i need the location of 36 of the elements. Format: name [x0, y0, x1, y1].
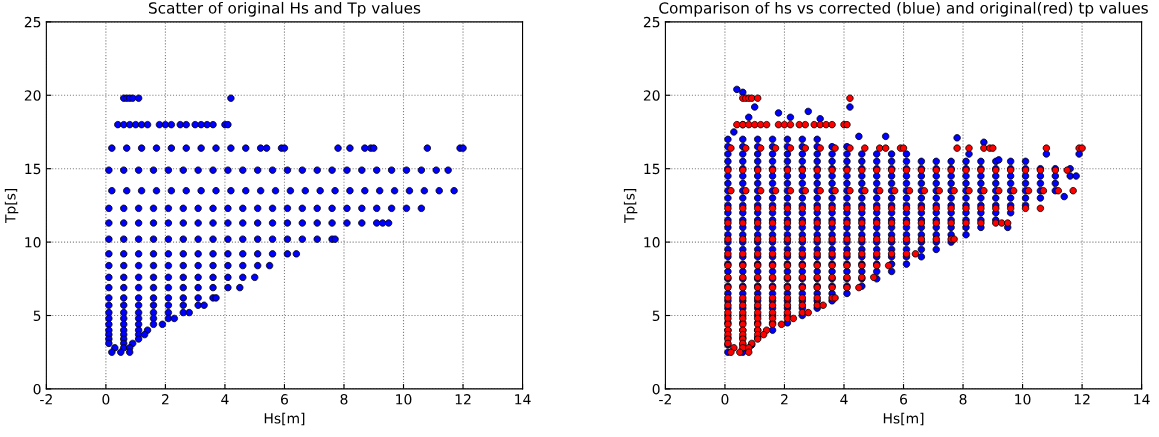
x-tick-label: 12 [455, 394, 471, 405]
y-tick-label: 20 [24, 90, 41, 101]
y-tick-label: 20 [643, 90, 660, 101]
x-axis-title: Hs[m] [883, 412, 924, 426]
x-tick-label: 6 [281, 394, 288, 405]
x-tick-label: -2 [659, 394, 671, 405]
x-axis-title: Hs[m] [264, 412, 305, 426]
y-tick-label: 25 [24, 16, 41, 28]
x-tick-label: 10 [396, 394, 412, 405]
y-tick-label: 25 [643, 16, 660, 28]
x-tick-label: 2 [162, 394, 169, 405]
x-tick-label: 10 [1015, 394, 1031, 405]
x-tick-label: 0 [102, 394, 110, 405]
x-tick-label: 4 [221, 394, 229, 405]
y-axis-title: Tp[s] [4, 188, 19, 224]
x-tick-label: 14 [1134, 394, 1150, 405]
x-tick-label: 14 [515, 394, 531, 405]
x-tick-label: 8 [340, 394, 348, 405]
x-tick-label: 2 [781, 394, 788, 405]
y-tick-label: 5 [652, 310, 660, 321]
chart-title: Scatter of original Hs and Tp values [148, 1, 421, 17]
y-tick-label: 15 [644, 163, 660, 175]
x-tick-label: 6 [900, 394, 908, 405]
y-tick-label: 5 [33, 310, 41, 321]
y-axis-title: Tp[s] [623, 188, 638, 224]
x-tick-label: 12 [1074, 394, 1090, 405]
y-tick-label: 15 [25, 163, 41, 175]
y-tick-label: 10 [644, 237, 660, 248]
x-tick-label: 8 [959, 394, 967, 405]
y-tick-label: 0 [652, 383, 660, 395]
x-tick-label: 0 [721, 394, 729, 405]
y-tick-label: 0 [33, 383, 41, 395]
x-tick-label: 4 [840, 394, 848, 405]
x-tick-label: -2 [40, 394, 52, 405]
y-tick-label: 10 [25, 237, 41, 248]
chart-title: Comparison of hs vs corrected (blue) and original(red) tp values [659, 1, 1148, 17]
